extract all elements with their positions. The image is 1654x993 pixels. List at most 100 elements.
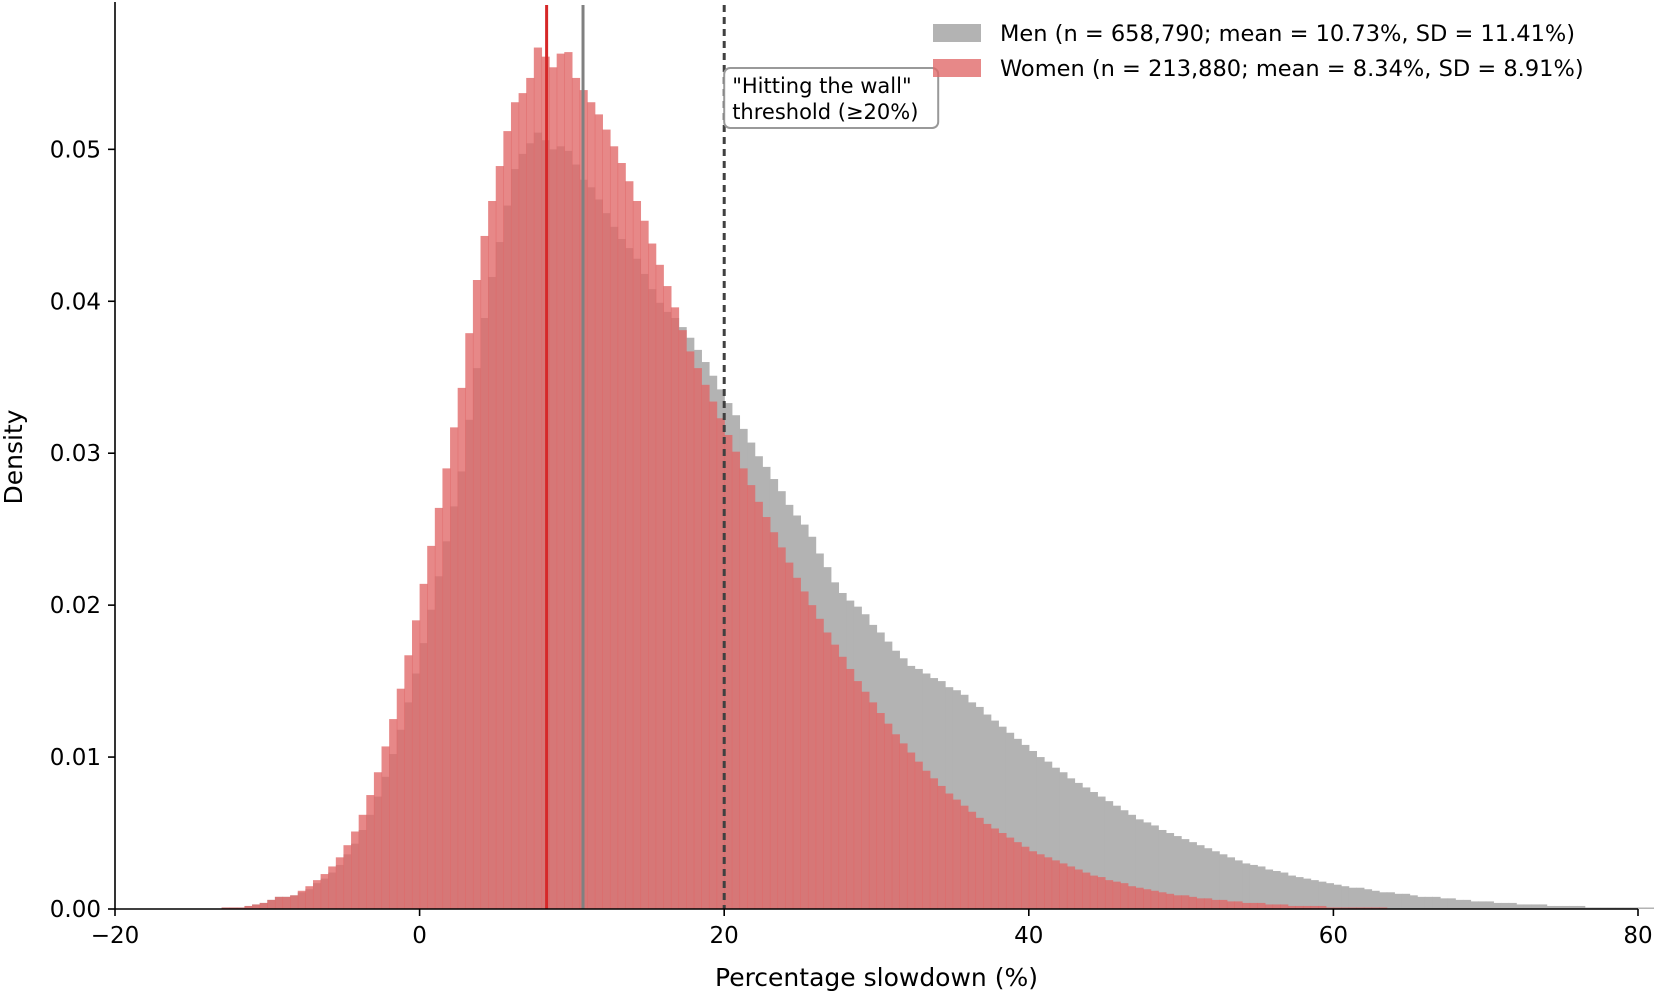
men-histogram-bar <box>1036 757 1045 909</box>
y-axis-title: Density <box>0 409 28 504</box>
men-histogram-bar <box>1302 878 1312 909</box>
men-histogram-bar <box>1539 904 1548 909</box>
women-histogram-bar <box>1203 898 1213 909</box>
men-histogram-bar <box>1440 898 1449 909</box>
women-histogram-bar <box>1127 886 1137 909</box>
legend-swatch-women <box>933 59 981 77</box>
men-histogram-bar <box>1333 884 1342 909</box>
women-histogram-bar <box>1181 895 1190 909</box>
women-histogram-bar <box>1173 895 1182 909</box>
men-histogram-bar <box>1447 898 1456 909</box>
men-histogram-bar <box>1432 896 1441 909</box>
women-histogram-bar <box>510 102 520 910</box>
women-histogram-bar <box>549 67 558 910</box>
women-histogram-bar <box>434 507 444 909</box>
women-histogram-bar <box>533 47 543 910</box>
x-axis-ticks: −20 0 20 40 60 80 <box>91 909 1653 949</box>
legend-label-women: Women (n = 213,880; mean = 8.34%, SD = 8… <box>1000 56 1584 82</box>
women-histogram-bar <box>975 817 984 909</box>
men-histogram-bar <box>1089 792 1098 909</box>
men-histogram-bar <box>1493 902 1502 909</box>
women-histogram-bar <box>769 532 779 909</box>
men-histogram-bar <box>983 714 992 909</box>
men-histogram-bar <box>1424 896 1433 909</box>
men-histogram-bar <box>1188 842 1197 909</box>
men-histogram-bar <box>1561 905 1571 909</box>
women-histogram-bar <box>1310 905 1319 909</box>
men-histogram-bar <box>1462 899 1472 909</box>
women-histogram-bar <box>1112 881 1121 909</box>
women-histogram-bar <box>1150 890 1159 909</box>
men-histogram-bar <box>1211 851 1220 909</box>
women-histogram-bar <box>846 668 855 909</box>
women-histogram-bar <box>1005 837 1015 909</box>
women-histogram-bar <box>503 131 512 910</box>
men-histogram-bar <box>1417 896 1426 909</box>
y-tick-label: 0.03 <box>50 441 101 467</box>
men-histogram-bar <box>1059 772 1068 909</box>
women-histogram-bar <box>632 200 642 910</box>
men-histogram-bar <box>1531 904 1540 909</box>
men-histogram-bar <box>1318 881 1327 909</box>
women-histogram-bar <box>990 828 999 909</box>
women-histogram-bar <box>777 547 786 909</box>
men-histogram-bar <box>1264 869 1274 909</box>
men-histogram-bar <box>1127 814 1137 909</box>
x-tick-label: 40 <box>1014 923 1043 949</box>
women-histogram-bar <box>1219 899 1228 909</box>
women-histogram-bar <box>564 52 573 910</box>
women-histogram-bar <box>343 845 352 909</box>
women-histogram-bar <box>1272 904 1281 909</box>
women-histogram-bar <box>244 905 253 909</box>
women-histogram-bar <box>648 243 657 909</box>
women-histogram-bar <box>960 805 969 909</box>
women-histogram-bar <box>556 53 565 910</box>
women-histogram-bar <box>739 468 748 909</box>
y-tick-label: 0.05 <box>50 137 101 163</box>
women-histogram-bar <box>442 468 451 909</box>
women-histogram-bar <box>1021 846 1030 909</box>
women-histogram-bar <box>396 688 405 909</box>
men-histogram-bar <box>1203 848 1213 909</box>
threshold-label-line1: "Hitting the wall" <box>732 74 911 98</box>
x-tick-label: 0 <box>412 923 427 949</box>
women-histogram-bar <box>1082 872 1091 909</box>
women-histogram-bar <box>404 655 413 909</box>
y-axis-ticks: 0.00 0.01 0.02 0.03 0.04 0.05 <box>50 137 115 923</box>
men-histogram-bar <box>1150 825 1159 909</box>
women-histogram-bar <box>274 896 284 909</box>
men-histogram-bar <box>1173 836 1182 909</box>
women-histogram-bar <box>929 778 939 909</box>
men-histogram-bar <box>1394 893 1403 909</box>
women-histogram-bar <box>670 307 680 910</box>
women-histogram-bar <box>1302 905 1312 909</box>
women-histogram-bar <box>891 734 900 909</box>
women-histogram-bar <box>389 719 398 909</box>
women-histogram-bar <box>1287 905 1296 909</box>
men-histogram-bar <box>1409 895 1418 909</box>
women-histogram-bar <box>792 577 801 909</box>
women-histogram-bar <box>518 93 527 910</box>
men-histogram-bar <box>1013 738 1022 909</box>
women-histogram-bar <box>640 220 649 910</box>
women-histogram-bar <box>472 280 482 909</box>
men-histogram-bar <box>990 720 999 909</box>
women-histogram-bar <box>526 77 535 910</box>
men-histogram-bar <box>1257 866 1266 909</box>
women-histogram-bar <box>1295 905 1304 909</box>
men-histogram-bar <box>1112 805 1121 909</box>
women-histogram-bar <box>1143 889 1152 909</box>
men-histogram-bar <box>975 706 984 909</box>
women-histogram-bar <box>830 644 840 909</box>
women-histogram-bar <box>267 899 276 909</box>
women-histogram-bar <box>686 351 695 909</box>
threshold-label-line2: threshold (≥20%) <box>732 100 918 124</box>
women-histogram-bar <box>884 723 893 909</box>
women-histogram-bar <box>876 713 885 909</box>
women-histogram-bar <box>450 427 459 909</box>
men-histogram-bar <box>1500 902 1510 909</box>
women-histogram-bar <box>708 401 718 909</box>
women-histogram-bar <box>762 517 771 909</box>
men-histogram-bar <box>1249 864 1258 909</box>
